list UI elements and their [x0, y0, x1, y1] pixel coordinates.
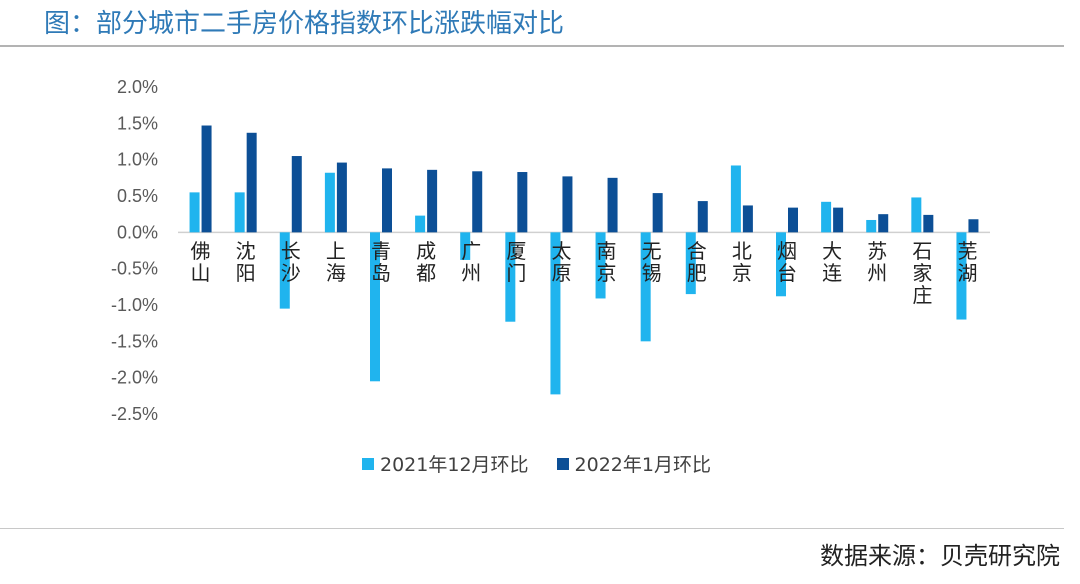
category-label: 南京	[597, 239, 617, 285]
category-label: 厦门	[506, 239, 526, 285]
bar-series1	[370, 232, 380, 382]
y-tick-label: 0.0%	[117, 222, 158, 242]
legend-swatch-series1	[362, 457, 374, 470]
bar-series1	[189, 192, 200, 233]
bar-series1	[821, 201, 832, 233]
category-label: 烟台	[777, 239, 797, 285]
bar-series1	[595, 232, 606, 299]
legend-label-series2: 2022年1月环比	[574, 454, 711, 476]
bar-series1	[911, 197, 922, 233]
bar-series1	[866, 219, 877, 233]
bar-series2	[788, 207, 798, 233]
category-label: 成都	[416, 239, 436, 285]
bar-series2	[607, 177, 618, 233]
bar-series2	[472, 171, 483, 233]
category-label: 长沙	[281, 239, 301, 285]
bar-series2	[291, 156, 302, 233]
legend: 2021年12月环比 2022年1月环比	[362, 450, 711, 477]
legend-swatch-series2	[556, 457, 569, 470]
bar-series1	[324, 172, 335, 233]
category-label: 太原	[551, 239, 571, 285]
category-label: 青岛	[371, 239, 391, 285]
bar-series1	[415, 215, 426, 233]
category-label: 合肥	[687, 239, 707, 285]
bar-series2	[923, 214, 934, 233]
bar-chart: 2.0% 1.5% 1.0% 0.5% 0.0% -0.5% -1.0% -1.5% -2.0%…	[111, 77, 990, 424]
bar-series2	[336, 162, 347, 233]
bar-series1	[234, 192, 245, 233]
bar-series2	[517, 172, 528, 233]
bar-series1	[460, 232, 471, 260]
legend-label-series1: 2021年12月环比	[380, 454, 529, 476]
chart-title: 图：部分城市二手房价格指数环比涨跌幅对比	[44, 9, 565, 39]
bar-series2	[833, 207, 844, 233]
category-label: 苏州	[867, 239, 887, 285]
source-note: 数据来源：贝壳研究院	[820, 542, 1060, 570]
y-tick-label: -1.0%	[111, 295, 158, 315]
category-label: 广州	[461, 239, 481, 285]
y-tick-label: 0.5%	[117, 186, 158, 206]
category-label: 北京	[732, 239, 752, 285]
bar-series2	[382, 168, 392, 233]
bar-series1	[505, 232, 516, 322]
y-tick-label: 2.0%	[117, 77, 158, 97]
legend-item-series2: 2022年1月环比	[556, 450, 711, 477]
bar-series1	[279, 232, 290, 309]
y-tick-label: -1.5%	[111, 331, 158, 351]
y-tick-label: -2.0%	[111, 368, 158, 388]
category-label: 沈阳	[236, 239, 256, 285]
y-tick-label: 1.5%	[117, 113, 158, 133]
bar-series2	[201, 125, 212, 233]
bar-series2	[878, 214, 889, 233]
bar-series1	[776, 232, 786, 297]
bar-series1	[956, 232, 967, 320]
y-tick-label: -0.5%	[111, 259, 158, 279]
bar-series2	[246, 132, 257, 233]
category-label: 佛山	[191, 239, 211, 285]
legend-item-series1: 2021年12月环比	[362, 450, 529, 477]
category-label: 石家庄	[912, 239, 932, 307]
category-label: 无锡	[642, 239, 662, 285]
bar-series2	[427, 169, 438, 233]
bar-series1	[550, 232, 561, 395]
bar-series2	[562, 176, 573, 233]
y-tick-label: -2.5%	[111, 404, 158, 424]
bar-series2	[652, 193, 663, 233]
bar-series2	[697, 201, 708, 233]
bar-series1	[685, 232, 696, 295]
bar-series1	[640, 232, 651, 342]
bar-series1	[730, 165, 741, 233]
category-label: 芜湖	[957, 239, 977, 285]
y-tick-label: 1.0%	[117, 150, 158, 170]
bar-series2	[742, 205, 753, 233]
bar-series2	[968, 219, 979, 233]
bars	[189, 125, 979, 395]
category-label: 大连	[822, 239, 842, 285]
category-label: 上海	[326, 239, 346, 285]
top-divider	[0, 45, 1064, 47]
bottom-divider	[0, 528, 1064, 529]
y-axis: 2.0% 1.5% 1.0% 0.5% 0.0% -0.5% -1.0% -1.5% -2.0%…	[111, 77, 990, 424]
